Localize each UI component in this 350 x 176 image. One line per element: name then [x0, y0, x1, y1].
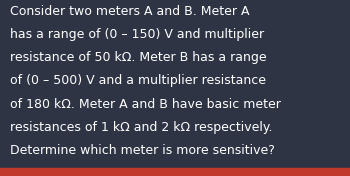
Text: Determine which meter is more sensitive?: Determine which meter is more sensitive? — [10, 144, 275, 157]
Text: has a range of (0 – 150) V and multiplier: has a range of (0 – 150) V and multiplie… — [10, 28, 265, 41]
Text: Consider two meters A and B. Meter A: Consider two meters A and B. Meter A — [10, 5, 250, 18]
Text: resistances of 1 kΩ and 2 kΩ respectively.: resistances of 1 kΩ and 2 kΩ respectivel… — [10, 121, 273, 134]
Text: resistance of 50 kΩ. Meter B has a range: resistance of 50 kΩ. Meter B has a range — [10, 51, 267, 64]
Text: of (0 – 500) V and a multiplier resistance: of (0 – 500) V and a multiplier resistan… — [10, 74, 266, 87]
Bar — [0, 168, 350, 176]
Text: of 180 kΩ. Meter A and B have basic meter: of 180 kΩ. Meter A and B have basic mete… — [10, 98, 281, 111]
